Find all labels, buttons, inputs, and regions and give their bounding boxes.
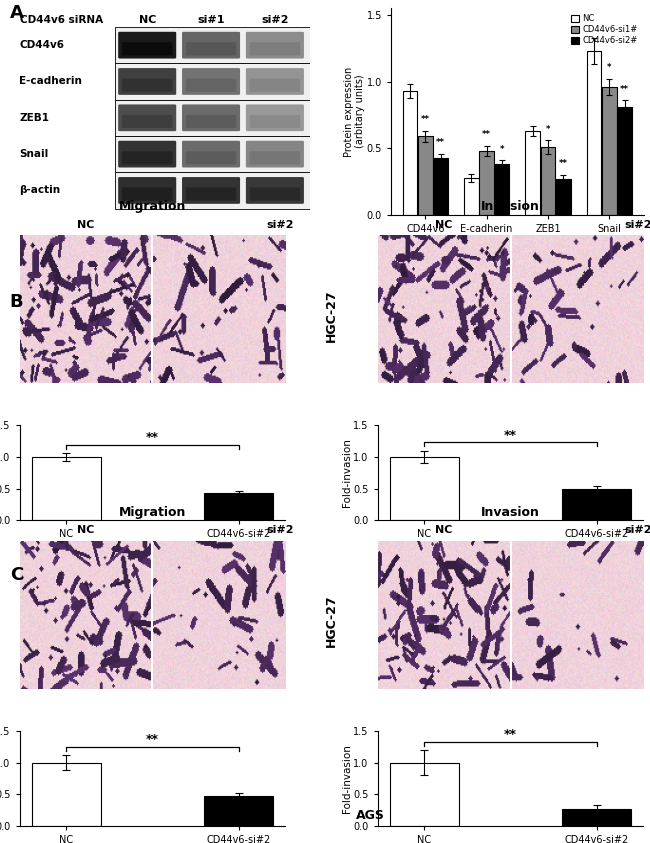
FancyBboxPatch shape <box>122 151 172 164</box>
Bar <box>115 136 310 172</box>
FancyBboxPatch shape <box>246 68 304 95</box>
Text: C: C <box>10 566 23 584</box>
Text: NC: NC <box>77 219 95 229</box>
Text: CD44v6 siRNA: CD44v6 siRNA <box>20 14 103 24</box>
Y-axis label: Fold-invasion: Fold-invasion <box>342 744 352 813</box>
Text: si#2: si#2 <box>266 525 294 535</box>
Bar <box>562 490 631 520</box>
FancyBboxPatch shape <box>246 32 304 58</box>
Text: *: * <box>546 125 551 133</box>
Text: si#2: si#2 <box>261 14 289 24</box>
Bar <box>562 809 631 826</box>
Text: **: ** <box>421 115 430 124</box>
Text: NC: NC <box>77 525 95 535</box>
Y-axis label: Protein expression
(arbitary units): Protein expression (arbitary units) <box>344 67 365 157</box>
FancyBboxPatch shape <box>122 187 172 201</box>
Y-axis label: Fold-invasion: Fold-invasion <box>342 438 352 507</box>
Bar <box>418 137 433 215</box>
FancyBboxPatch shape <box>250 151 300 164</box>
FancyBboxPatch shape <box>250 187 300 201</box>
Text: A: A <box>10 4 23 22</box>
FancyBboxPatch shape <box>122 115 172 128</box>
Text: B: B <box>10 293 23 311</box>
Text: ZEB1: ZEB1 <box>20 113 49 123</box>
Legend: NC, CD44v6-si1#, CD44v6-si2#: NC, CD44v6-si1#, CD44v6-si2# <box>569 13 640 47</box>
FancyBboxPatch shape <box>186 78 237 92</box>
Text: **: ** <box>482 130 491 139</box>
Bar <box>115 63 310 99</box>
Text: HGC-27: HGC-27 <box>325 594 338 647</box>
Bar <box>115 172 310 208</box>
Text: **: ** <box>504 429 517 442</box>
Bar <box>464 178 478 215</box>
FancyBboxPatch shape <box>246 177 304 204</box>
Text: **: ** <box>620 84 629 94</box>
FancyBboxPatch shape <box>118 68 176 95</box>
Bar <box>525 131 540 215</box>
Title: Migration: Migration <box>119 201 186 213</box>
FancyBboxPatch shape <box>186 187 237 201</box>
Text: si#2: si#2 <box>625 219 650 229</box>
Bar <box>115 27 310 63</box>
Text: β-actin: β-actin <box>20 185 60 196</box>
Bar <box>602 87 617 215</box>
Bar <box>204 492 274 520</box>
Text: si#2: si#2 <box>266 219 294 229</box>
Bar <box>402 91 417 215</box>
Text: **: ** <box>146 432 159 444</box>
Text: NC: NC <box>436 219 452 229</box>
Text: si#2: si#2 <box>625 525 650 535</box>
Bar <box>434 158 448 215</box>
FancyBboxPatch shape <box>182 68 240 95</box>
Text: Snail: Snail <box>20 149 49 159</box>
Bar <box>32 763 101 826</box>
Text: *: * <box>500 144 504 153</box>
Text: NC: NC <box>138 14 156 24</box>
FancyBboxPatch shape <box>186 151 237 164</box>
Bar <box>389 457 459 520</box>
Bar <box>204 797 274 826</box>
FancyBboxPatch shape <box>246 141 304 168</box>
FancyBboxPatch shape <box>118 141 176 168</box>
FancyBboxPatch shape <box>122 42 172 56</box>
Bar <box>479 151 494 215</box>
FancyBboxPatch shape <box>118 32 176 58</box>
Title: Migration: Migration <box>119 506 186 519</box>
FancyBboxPatch shape <box>182 105 240 132</box>
FancyBboxPatch shape <box>250 42 300 56</box>
Title: Invasion: Invasion <box>481 506 540 519</box>
FancyBboxPatch shape <box>118 177 176 204</box>
Bar <box>495 164 510 215</box>
Bar <box>556 179 571 215</box>
Title: Invasion: Invasion <box>481 201 540 213</box>
Text: NC: NC <box>436 525 452 535</box>
Text: si#1: si#1 <box>198 14 225 24</box>
Bar <box>587 51 601 215</box>
Bar <box>541 147 555 215</box>
FancyBboxPatch shape <box>250 115 300 128</box>
FancyBboxPatch shape <box>186 42 237 56</box>
Bar <box>32 457 101 520</box>
Text: **: ** <box>559 159 568 169</box>
FancyBboxPatch shape <box>122 78 172 92</box>
Text: HGC-27: HGC-27 <box>325 289 338 341</box>
FancyBboxPatch shape <box>118 105 176 132</box>
Bar <box>115 99 310 136</box>
Bar <box>618 107 632 215</box>
Text: E-cadherin: E-cadherin <box>20 77 83 87</box>
Bar <box>389 763 459 826</box>
FancyBboxPatch shape <box>182 177 240 204</box>
Text: **: ** <box>146 733 159 746</box>
Text: *: * <box>607 63 612 72</box>
Text: **: ** <box>436 138 445 147</box>
FancyBboxPatch shape <box>186 115 237 128</box>
FancyBboxPatch shape <box>182 141 240 168</box>
Text: CD44v6: CD44v6 <box>20 40 64 51</box>
Text: **: ** <box>504 728 517 741</box>
Text: AGS: AGS <box>356 809 385 822</box>
FancyBboxPatch shape <box>246 105 304 132</box>
FancyBboxPatch shape <box>182 32 240 58</box>
FancyBboxPatch shape <box>250 78 300 92</box>
